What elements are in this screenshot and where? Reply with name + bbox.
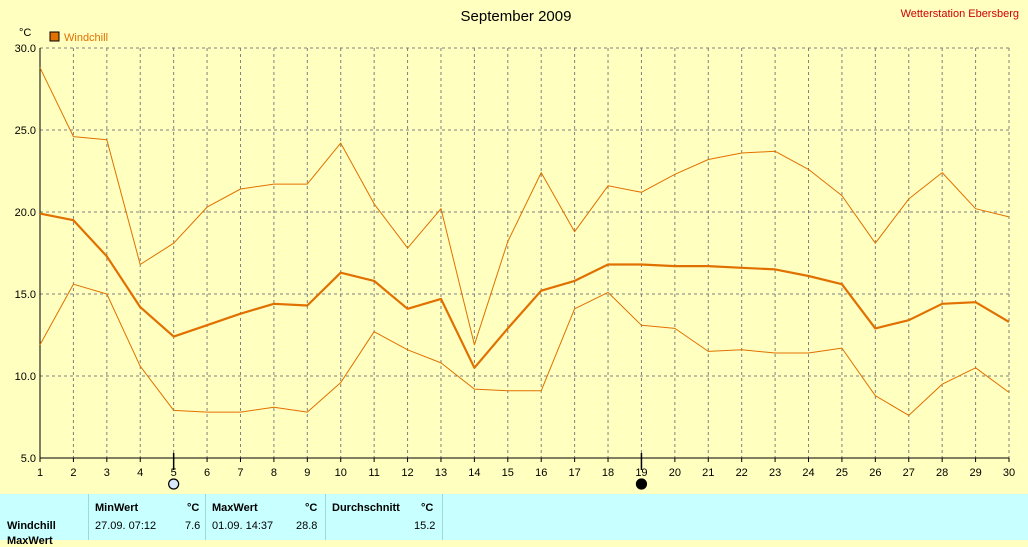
x-tick-label: 19 <box>635 467 647 479</box>
x-tick-label: 13 <box>435 467 447 479</box>
legend-swatch <box>49 31 60 42</box>
x-axis: 1 2 3 4 5 6 7 8 9 10 11 12 13 14 15 16 17 18 19 20 21 22 23 24 2… <box>37 467 1015 479</box>
x-tick-label: 30 <box>1003 467 1015 479</box>
y-tick-label: 10.0 <box>15 371 36 383</box>
x-tick-label: 23 <box>769 467 781 479</box>
x-tick-label: 1 <box>37 467 43 479</box>
max-date: 01.09. 14:37 <box>212 520 274 532</box>
x-tick-label: 15 <box>502 467 514 479</box>
x-tick-label: 20 <box>669 467 681 479</box>
stats-row-label: Windchill <box>7 520 56 532</box>
x-tick-label: 5 <box>171 467 177 479</box>
y-tick-label: 25.0 <box>15 125 36 137</box>
series-line-min <box>39 283 1010 416</box>
y-tick-label: 30.0 <box>15 43 36 55</box>
y-tick-label: 5.0 <box>21 453 36 465</box>
x-tick-label: 26 <box>869 467 881 479</box>
x-tick-label: 8 <box>271 467 277 479</box>
x-tick-label: 6 <box>204 467 210 479</box>
x-tick-label: 28 <box>936 467 948 479</box>
legend-label: Windchill <box>64 32 108 44</box>
y-axis: 5.0 10.0 15.0 20.0 25.0 30.0 <box>15 43 36 465</box>
avg-value: 15.2 <box>414 520 436 532</box>
x-tick-label: 29 <box>969 467 981 479</box>
x-tick-label: 10 <box>335 467 347 479</box>
series-line-max <box>39 67 1010 346</box>
x-tick-label: 17 <box>568 467 580 479</box>
avg-header: Durchschnitt <box>332 502 400 514</box>
chart-title: September 2009 <box>461 8 572 25</box>
max-unit: °C <box>305 502 318 514</box>
x-tick-label: 4 <box>137 467 143 479</box>
max-value: 28.8 <box>296 520 318 532</box>
x-tick-label: 18 <box>602 467 614 479</box>
stats-panel: Windchill MaxWert MinWert °C 27.09. 07:1… <box>0 494 1028 547</box>
x-tick-label: 22 <box>736 467 748 479</box>
max-cell: MaxWert °C 01.09. 14:37 28.8 <box>205 494 325 540</box>
series-line-avg <box>39 212 1010 369</box>
stats-row2-label: MaxWert <box>7 535 53 547</box>
x-tick-label: 2 <box>70 467 76 479</box>
grid <box>40 47 1010 458</box>
x-tick-label: 25 <box>836 467 848 479</box>
full-moon-icon <box>168 478 180 490</box>
min-date: 27.09. 07:12 <box>95 520 157 532</box>
series-lines <box>39 67 1010 416</box>
new-moon-icon <box>635 478 648 490</box>
x-tick-label: 24 <box>802 467 814 479</box>
x-tick-label: 9 <box>304 467 310 479</box>
max-header: MaxWert <box>212 502 258 514</box>
x-tick-label: 14 <box>468 467 480 479</box>
x-tick-label: 16 <box>535 467 547 479</box>
station-name: Wetterstation Ebersberg <box>901 8 1019 20</box>
x-tick-label: 21 <box>702 467 714 479</box>
axes <box>39 48 1010 462</box>
y-unit-label: °C <box>19 27 31 39</box>
moon-markers <box>168 453 648 490</box>
y-tick-label: 15.0 <box>15 289 36 301</box>
min-value: 7.6 <box>185 520 201 532</box>
min-header: MinWert <box>95 502 139 514</box>
x-tick-label: 7 <box>237 467 243 479</box>
x-tick-label: 3 <box>104 467 110 479</box>
x-tick-label: 27 <box>903 467 915 479</box>
min-cell: MinWert °C 27.09. 07:12 7.6 <box>88 494 205 540</box>
avg-unit: °C <box>421 502 434 514</box>
avg-cell: Durchschnitt °C 15.2 <box>325 494 443 540</box>
y-tick-label: 20.0 <box>15 207 36 219</box>
windchill-chart: September 2009 Wetterstation Ebersberg °… <box>15 8 1019 490</box>
min-unit: °C <box>187 502 200 514</box>
x-tick-label: 11 <box>368 467 379 479</box>
x-tick-label: 12 <box>401 467 413 479</box>
